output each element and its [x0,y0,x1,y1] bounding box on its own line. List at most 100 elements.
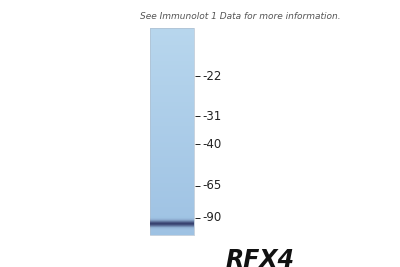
Bar [150,205,194,206]
Bar [150,187,194,188]
Bar [150,179,194,180]
Bar [150,213,194,214]
Bar [150,217,194,218]
Text: RFX4: RFX4 [226,248,294,267]
Bar [150,91,194,92]
Bar [150,142,194,143]
Bar [150,97,194,98]
Bar [150,88,194,89]
Bar [150,162,194,163]
Bar [150,55,194,56]
Bar [150,77,194,78]
Bar [150,74,194,75]
Bar [150,222,194,223]
Bar [150,193,194,194]
Bar [150,102,194,103]
Bar [150,207,194,208]
Bar [150,170,194,171]
Bar [150,57,194,58]
Bar [150,216,194,217]
Bar [150,91,194,92]
Bar [150,139,194,140]
Bar [150,148,194,150]
Bar [150,177,194,178]
Bar [150,129,194,130]
Bar [150,232,194,233]
Bar [150,195,194,196]
Bar [150,48,194,49]
Bar [150,146,194,147]
Bar [150,120,194,121]
Bar [150,219,194,220]
Bar [150,108,194,109]
Bar [150,154,194,155]
Bar [150,199,194,200]
Bar [150,188,194,189]
Bar [150,131,194,132]
Bar [150,81,194,82]
Bar [150,145,194,146]
Bar [150,119,194,120]
Bar [150,217,194,218]
Text: -90: -90 [202,211,221,224]
Bar [150,51,194,52]
Bar [150,224,194,225]
Bar [150,138,194,139]
Bar [150,28,194,29]
Bar [150,76,194,77]
Bar [150,222,194,223]
Bar [150,228,194,229]
Bar [150,121,194,122]
Bar [150,210,194,211]
Bar [150,206,194,207]
Bar [150,45,194,46]
Bar [150,173,194,174]
Bar [150,86,194,87]
Bar [150,66,194,67]
Bar [150,174,194,175]
Bar [150,212,194,213]
Bar [150,135,194,136]
Bar [150,229,194,230]
Bar [150,182,194,183]
Bar [150,197,194,198]
Bar [150,160,194,161]
Bar [150,148,194,149]
Bar [150,60,194,61]
Bar [150,79,194,80]
Bar [150,47,194,48]
Bar [150,64,194,65]
Bar [150,144,194,145]
Bar [150,139,194,140]
Bar [150,209,194,210]
Bar [150,58,194,59]
Bar [150,180,194,181]
Text: -22: -22 [202,70,221,83]
Bar [150,192,194,193]
Bar [150,97,194,98]
Bar [150,44,194,45]
Bar [150,115,194,116]
Bar [150,33,194,34]
Bar [150,175,194,176]
Bar [150,59,194,60]
Bar [150,165,194,166]
Bar [150,225,194,226]
Bar [150,215,194,216]
Bar [150,116,194,117]
Bar [150,40,194,41]
Bar [150,198,194,199]
Bar [150,104,194,105]
Bar [150,155,194,156]
Bar [150,221,194,222]
Bar [150,124,194,125]
Bar [150,49,194,50]
Bar [150,211,194,212]
Bar [150,159,194,160]
Bar [150,171,194,172]
Bar [150,221,194,222]
Bar [150,99,194,100]
Bar [150,172,194,174]
Bar [150,33,194,34]
Bar [150,137,194,138]
